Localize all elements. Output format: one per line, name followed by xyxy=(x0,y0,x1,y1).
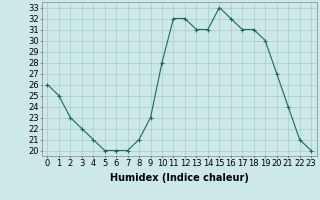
X-axis label: Humidex (Indice chaleur): Humidex (Indice chaleur) xyxy=(110,173,249,183)
